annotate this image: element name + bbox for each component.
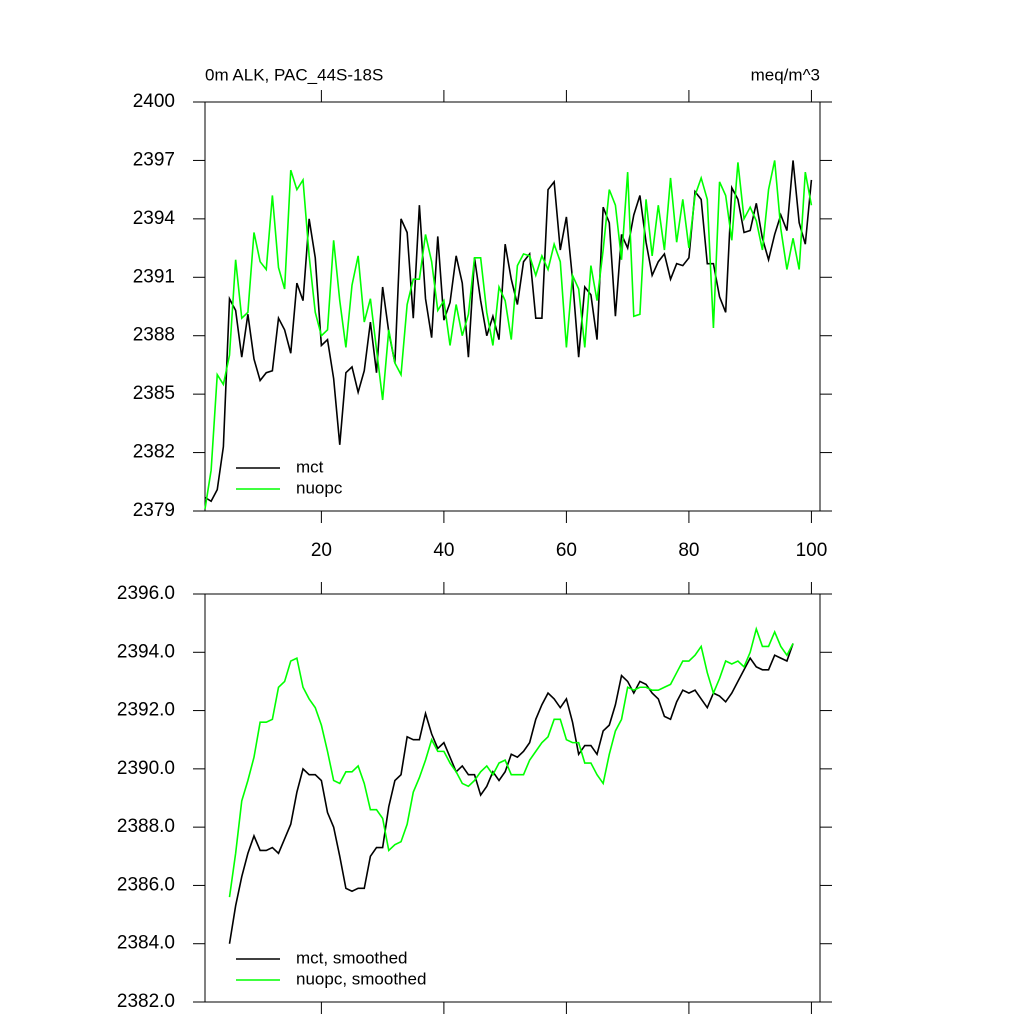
- plot-frame: [204, 593, 821, 1003]
- y-tick-label: 2392.0: [117, 700, 175, 721]
- legend-label: nuopc: [296, 478, 343, 497]
- x-tick-label: 60: [556, 540, 577, 561]
- y-tick-label: 2382: [133, 442, 175, 463]
- legend-label: mct: [296, 457, 324, 476]
- legend-label: mct, smoothed: [296, 948, 408, 967]
- y-tick-label: 2388.0: [117, 816, 175, 837]
- legend-label: nuopc, smoothed: [296, 969, 426, 988]
- y-tick-label: 2394: [133, 208, 176, 229]
- y-tick-label: 2397: [133, 149, 175, 170]
- y-tick-label: 2384.0: [117, 933, 175, 954]
- x-tick-label: 100: [796, 540, 828, 561]
- y-tick-label: 2386.0: [117, 874, 175, 895]
- chart-title: 0m ALK, PAC_44S-18S: [205, 65, 383, 84]
- x-tick-label: 80: [678, 540, 699, 561]
- y-tick-label: 2394.0: [117, 641, 175, 662]
- x-tick-label: 40: [433, 540, 454, 561]
- series-line: [204, 160, 813, 503]
- y-tick-label: 2382.0: [117, 991, 175, 1012]
- y-tick-label: 2391: [133, 266, 175, 287]
- y-tick-label: 2396.0: [117, 583, 175, 604]
- y-tick-label: 2388: [133, 325, 175, 346]
- y-tick-label: 2385: [133, 383, 175, 404]
- series-line: [204, 160, 813, 510]
- y-tick-label: 2390.0: [117, 758, 175, 779]
- series-line: [228, 626, 794, 898]
- y-tick-label: 2400: [133, 91, 175, 112]
- x-tick-label: 20: [311, 540, 332, 561]
- series-line: [228, 643, 794, 944]
- units-label: meq/m^3: [751, 65, 820, 84]
- y-tick-label: 2379: [133, 500, 175, 521]
- plot-frame: [204, 101, 821, 512]
